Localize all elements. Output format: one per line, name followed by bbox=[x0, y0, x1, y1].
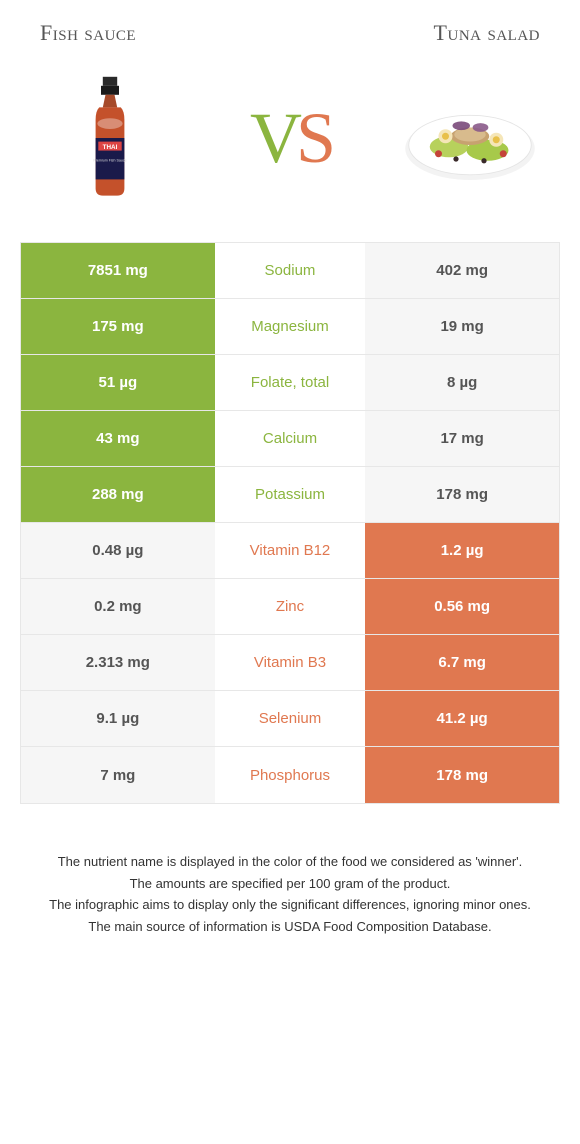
nutrient-label: Vitamin B12 bbox=[215, 523, 366, 578]
nutrient-label: Vitamin B3 bbox=[215, 635, 366, 690]
value-left: 0.48 µg bbox=[21, 523, 215, 578]
value-right: 178 mg bbox=[365, 747, 559, 803]
value-left: 9.1 µg bbox=[21, 691, 215, 746]
footnote-line: The main source of information is USDA F… bbox=[24, 917, 556, 937]
value-right: 402 mg bbox=[365, 243, 559, 298]
value-left: 2.313 mg bbox=[21, 635, 215, 690]
value-right: 8 µg bbox=[365, 355, 559, 410]
vs-s: S bbox=[296, 102, 330, 174]
value-left: 51 µg bbox=[21, 355, 215, 410]
nutrient-row: 7 mgPhosphorus178 mg bbox=[21, 747, 559, 803]
nutrient-label: Magnesium bbox=[215, 299, 366, 354]
footnote-line: The nutrient name is displayed in the co… bbox=[24, 852, 556, 872]
nutrient-row: 0.48 µgVitamin B121.2 µg bbox=[21, 523, 559, 579]
footnotes: The nutrient name is displayed in the co… bbox=[20, 852, 560, 936]
title-right: Tuna salad bbox=[434, 20, 540, 46]
nutrient-row: 9.1 µgSelenium41.2 µg bbox=[21, 691, 559, 747]
title-left: Fish sauce bbox=[40, 20, 136, 46]
value-left: 0.2 mg bbox=[21, 579, 215, 634]
nutrient-row: 175 mgMagnesium19 mg bbox=[21, 299, 559, 355]
value-right: 17 mg bbox=[365, 411, 559, 466]
nutrient-row: 43 mgCalcium17 mg bbox=[21, 411, 559, 467]
value-right: 1.2 µg bbox=[365, 523, 559, 578]
value-left: 7851 mg bbox=[21, 243, 215, 298]
value-right: 0.56 mg bbox=[365, 579, 559, 634]
value-right: 41.2 µg bbox=[365, 691, 559, 746]
hero-row: THAI Premium Fish Sauce VS bbox=[20, 58, 560, 218]
fish-sauce-image: THAI Premium Fish Sauce bbox=[40, 68, 180, 208]
tuna-salad-image bbox=[400, 68, 540, 208]
title-row: Fish sauce Tuna salad bbox=[20, 20, 560, 46]
value-left: 288 mg bbox=[21, 467, 215, 522]
value-left: 175 mg bbox=[21, 299, 215, 354]
infographic-root: Fish sauce Tuna salad THAI Premium Fish … bbox=[0, 0, 580, 978]
value-left: 7 mg bbox=[21, 747, 215, 803]
nutrient-row: 51 µgFolate, total8 µg bbox=[21, 355, 559, 411]
nutrient-label: Zinc bbox=[215, 579, 366, 634]
nutrient-label: Folate, total bbox=[215, 355, 366, 410]
nutrient-label: Potassium bbox=[215, 467, 366, 522]
value-right: 6.7 mg bbox=[365, 635, 559, 690]
value-right: 19 mg bbox=[365, 299, 559, 354]
value-left: 43 mg bbox=[21, 411, 215, 466]
nutrient-table: 7851 mgSodium402 mg175 mgMagnesium19 mg5… bbox=[20, 242, 560, 804]
value-right: 178 mg bbox=[365, 467, 559, 522]
nutrient-row: 7851 mgSodium402 mg bbox=[21, 243, 559, 299]
nutrient-label: Sodium bbox=[215, 243, 366, 298]
nutrient-label: Phosphorus bbox=[215, 747, 366, 803]
footnote-line: The infographic aims to display only the… bbox=[24, 895, 556, 915]
vs-v: V bbox=[250, 102, 296, 174]
nutrient-row: 288 mgPotassium178 mg bbox=[21, 467, 559, 523]
svg-text:THAI: THAI bbox=[103, 144, 118, 151]
svg-text:Premium Fish Sauce: Premium Fish Sauce bbox=[93, 158, 126, 162]
nutrient-label: Calcium bbox=[215, 411, 366, 466]
nutrient-row: 0.2 mgZinc0.56 mg bbox=[21, 579, 559, 635]
vs-label: VS bbox=[250, 102, 330, 174]
nutrient-label: Selenium bbox=[215, 691, 366, 746]
nutrient-row: 2.313 mgVitamin B36.7 mg bbox=[21, 635, 559, 691]
footnote-line: The amounts are specified per 100 gram o… bbox=[24, 874, 556, 894]
